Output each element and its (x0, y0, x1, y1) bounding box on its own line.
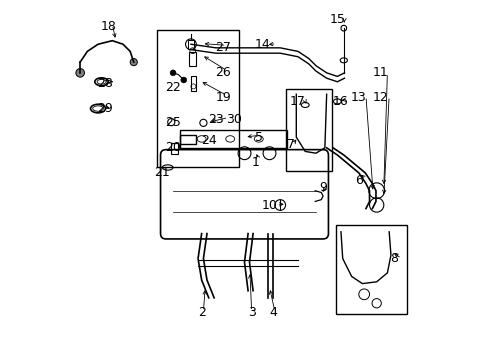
Text: 7: 7 (286, 138, 294, 151)
Text: 11: 11 (371, 66, 387, 79)
Text: 4: 4 (268, 306, 276, 319)
Text: 14: 14 (254, 38, 270, 51)
Text: 30: 30 (225, 113, 241, 126)
Text: 10: 10 (261, 198, 277, 212)
Text: 28: 28 (97, 77, 113, 90)
Text: 26: 26 (215, 66, 230, 79)
Text: 18: 18 (101, 20, 117, 33)
Circle shape (170, 70, 176, 76)
Circle shape (130, 59, 137, 66)
Text: 13: 13 (350, 91, 366, 104)
Text: 5: 5 (254, 131, 262, 144)
Circle shape (181, 77, 186, 83)
Text: 19: 19 (215, 91, 230, 104)
Text: 20: 20 (165, 141, 181, 154)
Bar (189, 52, 196, 66)
Bar (285, 89, 331, 171)
Text: 15: 15 (329, 13, 345, 26)
Bar (180, 130, 287, 148)
Text: 21: 21 (154, 166, 170, 179)
Text: 2: 2 (197, 306, 205, 319)
Bar (180, 135, 196, 144)
Text: 25: 25 (165, 116, 181, 129)
Text: 29: 29 (97, 102, 113, 115)
Text: 17: 17 (289, 95, 305, 108)
Text: 9: 9 (319, 181, 326, 194)
Text: 6: 6 (354, 174, 362, 186)
Text: 27: 27 (215, 41, 230, 54)
Text: 1: 1 (251, 156, 259, 168)
Bar (157, 30, 239, 167)
Circle shape (76, 68, 84, 77)
Text: 3: 3 (247, 306, 255, 319)
Bar (188, 40, 193, 49)
Bar (171, 143, 177, 154)
Text: 16: 16 (332, 95, 348, 108)
Bar (190, 76, 196, 91)
Text: 12: 12 (371, 91, 387, 104)
Text: 23: 23 (207, 113, 224, 126)
Text: 24: 24 (201, 134, 216, 147)
Bar (335, 225, 406, 314)
Text: 8: 8 (390, 252, 398, 265)
Text: 22: 22 (165, 81, 181, 94)
